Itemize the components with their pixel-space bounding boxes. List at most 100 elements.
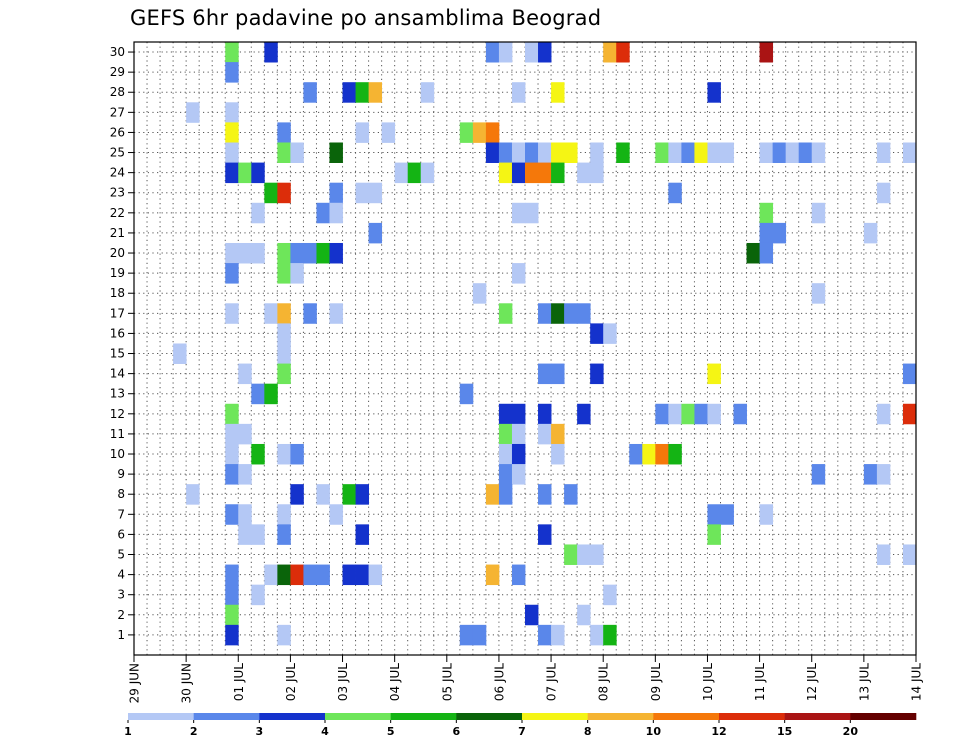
- heatmap-cell: [277, 624, 291, 646]
- y-tick-label: 6: [117, 527, 125, 541]
- heatmap-cell: [225, 142, 239, 163]
- heatmap-cell: [629, 443, 643, 465]
- heatmap-cell: [655, 443, 669, 465]
- heatmap-cell: [225, 403, 239, 425]
- heatmap-cells: [173, 42, 917, 646]
- heatmap-cell: [603, 624, 617, 646]
- heatmap-cell: [759, 202, 774, 224]
- heatmap-cell: [277, 323, 291, 344]
- heatmap-cell: [251, 524, 265, 545]
- heatmap-cell: [277, 122, 291, 143]
- legend-swatch: [719, 713, 785, 720]
- legend-swatch: [128, 713, 194, 720]
- heatmap-cell: [277, 182, 291, 204]
- heatmap-cell: [759, 222, 774, 244]
- heatmap-cell: [538, 624, 552, 646]
- y-tick-label: 16: [110, 326, 125, 340]
- heatmap-cell: [394, 162, 409, 184]
- legend-swatch: [456, 713, 523, 720]
- chart-title: GEFS 6hr padavine po ansamblima Beograd: [130, 6, 602, 30]
- heatmap-cell: [655, 403, 669, 425]
- heatmap-cell: [538, 363, 552, 385]
- heatmap-cell: [225, 102, 239, 123]
- heatmap-cell: [225, 242, 239, 264]
- heatmap-cell: [551, 624, 565, 646]
- heatmap-cell: [407, 162, 422, 184]
- heatmap-cell: [498, 423, 513, 445]
- heatmap-cell: [811, 283, 826, 304]
- heatmap-cell: [225, 464, 239, 485]
- heatmap-cell: [290, 242, 304, 264]
- x-tick-label: 08 JUL: [597, 663, 611, 701]
- heatmap-cell: [485, 42, 500, 63]
- legend-swatch: [850, 713, 917, 720]
- heatmap-cell: [511, 202, 526, 224]
- heatmap-cell: [551, 423, 565, 445]
- heatmap-cell: [668, 182, 682, 204]
- heatmap-cell: [173, 343, 187, 364]
- heatmap-cell: [225, 42, 239, 63]
- heatmap-cell: [577, 162, 591, 184]
- heatmap-cell: [707, 403, 721, 425]
- heatmap-cell: [225, 162, 239, 184]
- heatmap-cell: [590, 624, 604, 646]
- heatmap-cell: [277, 242, 291, 264]
- heatmap-cell: [863, 464, 878, 485]
- heatmap-cell: [368, 182, 383, 204]
- heatmap-cell: [264, 303, 278, 324]
- heatmap-cell: [225, 303, 239, 324]
- x-tick-label: 09 JUL: [649, 663, 663, 701]
- heatmap-cell: [707, 524, 721, 545]
- y-tick-label: 13: [110, 387, 125, 401]
- heatmap-cell: [238, 162, 252, 184]
- heatmap-cell: [655, 142, 669, 163]
- heatmap-cell: [355, 122, 369, 143]
- heatmap-cell: [316, 484, 330, 505]
- heatmap-cell: [277, 343, 291, 364]
- heatmap-cell: [225, 604, 239, 626]
- heatmap-cell: [538, 303, 552, 324]
- heatmap-cell: [485, 142, 500, 163]
- heatmap-cell: [186, 484, 200, 505]
- heatmap-cell: [251, 584, 265, 606]
- y-tick-label: 23: [110, 186, 125, 200]
- heatmap-cell: [472, 283, 487, 304]
- heatmap-cell: [525, 202, 539, 224]
- heatmap-cell: [498, 162, 513, 184]
- heatmap-cell: [538, 142, 552, 163]
- heatmap-cell: [459, 383, 474, 405]
- legend-swatch: [587, 713, 654, 720]
- heatmap-cell: [525, 142, 539, 163]
- heatmap-cell: [564, 303, 578, 324]
- heatmap-cell: [329, 182, 343, 204]
- legend-label: 5: [387, 725, 395, 738]
- x-tick-label: 29 JUN: [128, 663, 142, 703]
- y-tick-label: 3: [117, 588, 125, 602]
- heatmap-cell: [238, 524, 252, 545]
- heatmap-cell: [459, 122, 474, 143]
- heatmap-cell: [603, 42, 617, 63]
- heatmap-cell: [811, 202, 826, 224]
- heatmap-cell: [238, 423, 252, 445]
- heatmap-cell: [251, 202, 265, 224]
- heatmap-cell: [577, 544, 591, 565]
- legend-swatch: [259, 713, 326, 720]
- heatmap-cell: [277, 303, 291, 324]
- heatmap-cell: [277, 564, 291, 586]
- heatmap-cell: [355, 484, 369, 505]
- legend-label: 4: [321, 725, 329, 738]
- heatmap-cell: [525, 604, 539, 626]
- x-tick-label: 01 JUL: [232, 663, 246, 701]
- heatmap-cell: [551, 443, 565, 465]
- heatmap-cell: [277, 142, 291, 163]
- heatmap-cell: [498, 403, 513, 425]
- x-tick-label: 10 JUL: [701, 663, 715, 701]
- heatmap-cell: [746, 242, 760, 264]
- y-tick-label: 11: [110, 427, 125, 441]
- grid-lines: [134, 42, 916, 655]
- legend-label: 1: [124, 725, 132, 738]
- x-tick-label: 11 JUL: [753, 663, 767, 701]
- heatmap-cell: [642, 443, 656, 465]
- heatmap-cell: [707, 142, 721, 163]
- y-tick-label: 1: [117, 628, 125, 642]
